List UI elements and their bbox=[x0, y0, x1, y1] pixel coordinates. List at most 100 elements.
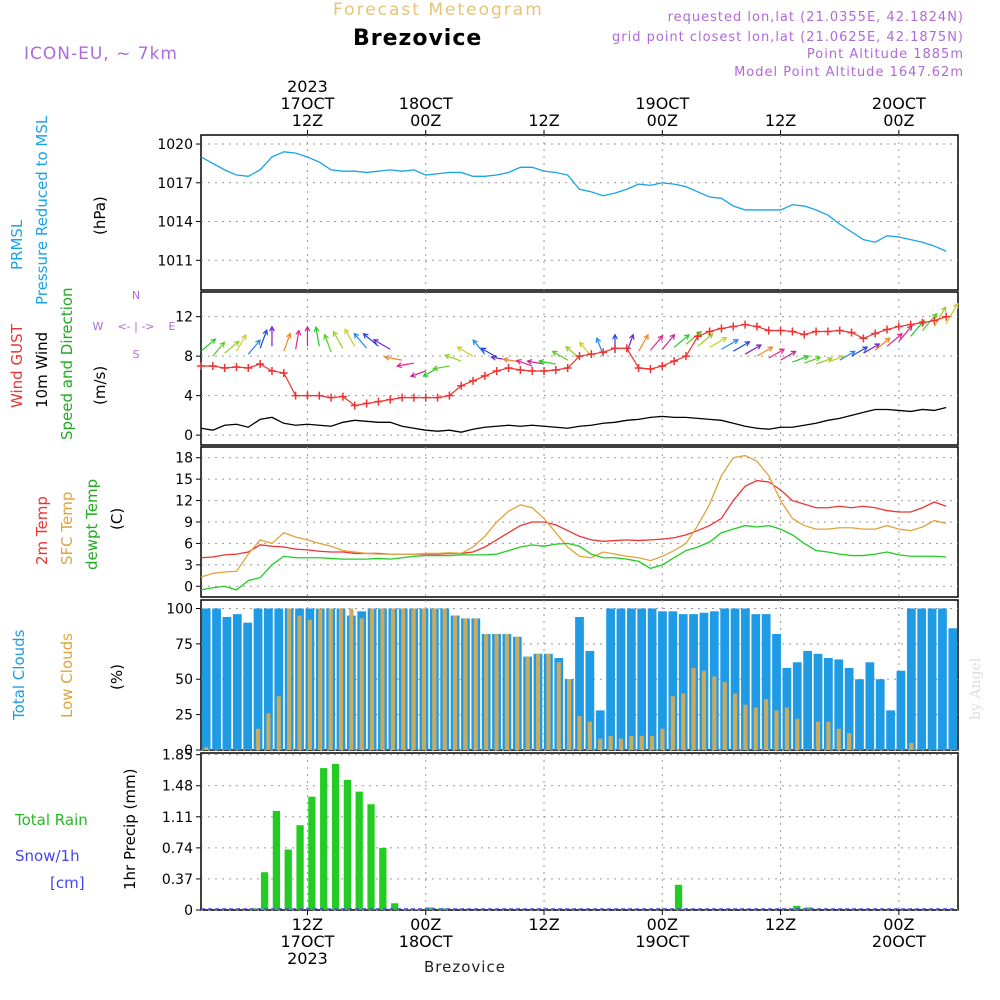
wind-ytick-label: 12 bbox=[175, 310, 193, 326]
wind-arrow-head bbox=[907, 324, 913, 331]
total-cloud-bar bbox=[948, 628, 958, 750]
low-cloud-bar bbox=[515, 636, 520, 750]
rain-bar bbox=[793, 905, 801, 910]
pressure-ytick-label: 1017 bbox=[157, 176, 193, 192]
wind-arrow-head bbox=[657, 334, 664, 341]
wind-arrow bbox=[384, 356, 403, 361]
gust-marker bbox=[599, 348, 608, 357]
wind-arrow bbox=[768, 348, 785, 359]
wind-ytick-label: 8 bbox=[184, 349, 193, 365]
gust-marker bbox=[267, 366, 276, 375]
low-cloud-bar bbox=[795, 718, 800, 750]
cloud-ylabel-low: Low Clouds bbox=[58, 633, 76, 718]
wind-arrow-head bbox=[422, 371, 429, 377]
low-cloud-bar bbox=[556, 662, 561, 750]
top-time-label: 18OCT bbox=[399, 94, 453, 113]
gust-marker bbox=[398, 393, 407, 402]
wind-arrow-head bbox=[538, 358, 545, 365]
top-time-label: 00Z bbox=[647, 111, 678, 130]
wind-arrow bbox=[315, 326, 320, 347]
rain-bar bbox=[320, 768, 328, 910]
gust-marker bbox=[717, 324, 726, 333]
top-time-label: 00Z bbox=[410, 111, 441, 130]
low-cloud-bar bbox=[567, 679, 572, 750]
low-cloud-bar bbox=[473, 618, 478, 750]
gust-line bbox=[201, 316, 947, 407]
temperature-ytick-label: 12 bbox=[175, 494, 193, 510]
wind-arrow-head bbox=[629, 333, 635, 340]
cloud-ylabel-total: Total Clouds bbox=[10, 629, 28, 721]
total-cloud-bar bbox=[264, 608, 273, 750]
low-cloud-bar bbox=[712, 676, 717, 750]
compass-west: W bbox=[93, 320, 104, 333]
gust-marker bbox=[610, 344, 619, 353]
panel-temperature: 0 3 6 9 12 15 18 2m Temp SFC Temp dewpt Temp (C) bbox=[33, 446, 959, 598]
wind-ytick-label: 0 bbox=[184, 428, 193, 444]
low-cloud-bar bbox=[380, 608, 385, 750]
precip-ytick-label: 0.37 bbox=[162, 872, 193, 888]
gust-marker bbox=[847, 328, 856, 337]
rain-bar bbox=[391, 903, 399, 910]
wind-arrow bbox=[324, 334, 332, 353]
total-cloud-bar bbox=[274, 608, 284, 750]
top-time-label: 12Z bbox=[528, 111, 559, 130]
rain-bar bbox=[284, 849, 292, 910]
wind-arrow bbox=[397, 362, 415, 367]
temperature-ytick-label: 15 bbox=[175, 472, 193, 488]
pressure-ytick-label: 1011 bbox=[157, 253, 193, 269]
wind-arrow bbox=[815, 357, 833, 365]
gust-marker bbox=[681, 352, 690, 361]
model-point-altitude: Model Point Altitude 1647.62m bbox=[734, 65, 964, 80]
temp-ylabel-2m: 2m Temp bbox=[33, 496, 51, 565]
pressure-ylabel-1: PRMSL bbox=[8, 219, 26, 270]
low-cloud-bar bbox=[484, 633, 489, 750]
top-time-label: 19OCT bbox=[635, 94, 689, 113]
temp-line-0 bbox=[200, 479, 947, 559]
gust-marker bbox=[362, 399, 371, 408]
top-time-label: 2023 bbox=[287, 77, 328, 96]
pressure-unit: (hPa) bbox=[91, 196, 109, 235]
low-cloud-bar bbox=[525, 656, 530, 750]
wind-unit: (m/s) bbox=[91, 366, 109, 405]
clouds-ytick-label: 100 bbox=[166, 601, 193, 617]
wind-arrow bbox=[709, 337, 727, 348]
wind-arrow-head bbox=[803, 354, 810, 361]
wind-arrow bbox=[457, 346, 474, 357]
gust-marker bbox=[551, 365, 560, 374]
total-cloud-bar bbox=[823, 658, 833, 750]
wind-ylabel-gust: Wind GUST bbox=[8, 323, 26, 408]
gust-marker bbox=[835, 326, 844, 335]
gust-marker bbox=[776, 326, 785, 335]
clouds-ytick-label: 0 bbox=[184, 743, 193, 759]
wind-arrow-head bbox=[409, 372, 416, 378]
wind-arrow bbox=[851, 346, 868, 357]
wind-frame bbox=[200, 291, 959, 446]
gust-marker bbox=[812, 327, 821, 336]
total-cloud-bar bbox=[222, 616, 232, 750]
wind-arrow bbox=[898, 325, 913, 342]
wind-arrow bbox=[200, 338, 216, 352]
wind-arrow-head bbox=[480, 347, 487, 353]
wind-arrow bbox=[332, 331, 344, 349]
total-cloud-bar bbox=[647, 608, 657, 750]
gust-marker bbox=[764, 326, 773, 335]
wind-arrow bbox=[804, 356, 821, 364]
gridpoint-coords: grid point closest lon,lat (21.0625E, 42… bbox=[612, 30, 964, 45]
low-cloud-bar bbox=[608, 735, 613, 750]
wind-arrow bbox=[212, 341, 225, 357]
wind-arrow-head bbox=[313, 325, 320, 333]
total-cloud-bar bbox=[212, 608, 221, 750]
panel-pressure: 1011 1014 1017 1020 PRMSL Pressure Reduced to… bbox=[8, 115, 959, 305]
wind-arrow bbox=[373, 339, 391, 350]
gust-marker bbox=[327, 393, 336, 402]
bottom-time-label: 12Z bbox=[292, 915, 323, 934]
wind-arrow-head bbox=[344, 328, 350, 335]
total-cloud-bar bbox=[575, 616, 584, 750]
gust-marker bbox=[457, 381, 466, 390]
top-time-label: 17OCT bbox=[281, 94, 335, 113]
wind-arrow-head bbox=[815, 355, 822, 362]
low-cloud-bar bbox=[204, 747, 209, 750]
wind-arrow-head bbox=[295, 329, 302, 336]
wind-arrow bbox=[697, 333, 714, 347]
total-cloud-bar bbox=[906, 608, 916, 750]
